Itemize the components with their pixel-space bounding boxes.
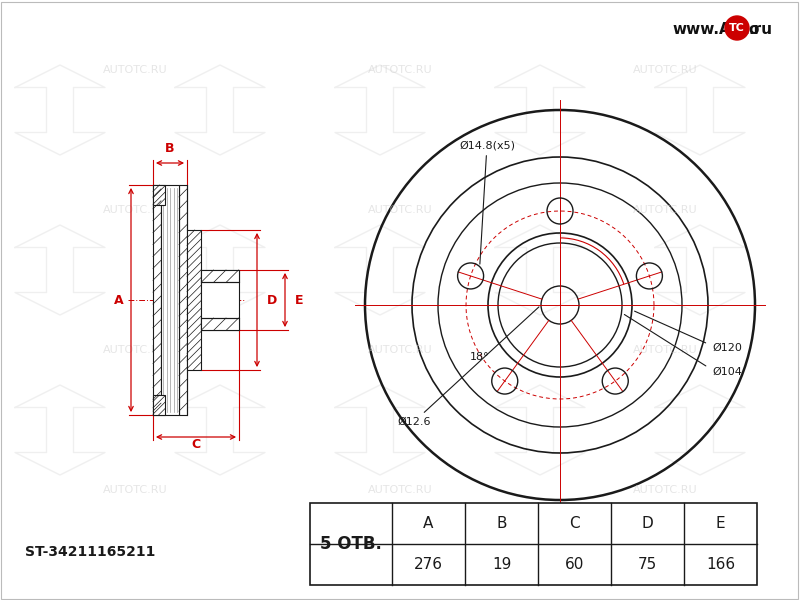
Text: 60: 60 [565, 557, 584, 572]
Bar [153, 395, 165, 415]
Text: AUTOTC.RU: AUTOTC.RU [633, 205, 698, 215]
Text: AUTOTC.RU: AUTOTC.RU [368, 485, 432, 495]
Text: E: E [716, 516, 726, 531]
Text: B: B [496, 516, 506, 531]
Text: D: D [642, 516, 654, 531]
Text: Ø104: Ø104 [712, 366, 742, 376]
Text: D: D [267, 293, 278, 307]
Text: AUTOTC.RU: AUTOTC.RU [102, 345, 167, 355]
Text: AUTOTC.RU: AUTOTC.RU [102, 205, 167, 215]
Text: 19: 19 [492, 557, 511, 572]
Text: www.Auto: www.Auto [672, 22, 759, 37]
Text: 166: 166 [706, 557, 735, 572]
Bar [201, 318, 239, 330]
Bar [201, 270, 239, 282]
Text: TC: TC [729, 23, 745, 33]
Text: 276: 276 [414, 557, 443, 572]
Text: 75: 75 [638, 557, 657, 572]
Text: ST-34211165211: ST-34211165211 [25, 545, 155, 559]
Circle shape [725, 16, 749, 40]
Bar [179, 185, 187, 415]
Text: AUTOTC.RU: AUTOTC.RU [633, 485, 698, 495]
Text: AUTOTC.RU: AUTOTC.RU [368, 65, 432, 75]
Text: .ru: .ru [749, 22, 773, 37]
Text: Ø120: Ø120 [712, 343, 742, 353]
Text: AUTOTC.RU: AUTOTC.RU [368, 345, 432, 355]
Text: AUTOTC.RU: AUTOTC.RU [633, 65, 698, 75]
Bar [187, 230, 201, 370]
Bar [161, 185, 179, 415]
Text: AUTOTC.RU: AUTOTC.RU [633, 345, 698, 355]
Bar [153, 185, 161, 415]
Bar [310, 503, 757, 585]
Text: 5 ОТВ.: 5 ОТВ. [320, 535, 382, 553]
Text: B: B [166, 142, 174, 155]
Text: 18°: 18° [470, 352, 490, 362]
Bar [153, 185, 165, 205]
Bar [201, 270, 239, 330]
Text: C: C [569, 516, 580, 531]
Text: Ø14.8(x5): Ø14.8(x5) [459, 140, 515, 264]
Text: Ø12.6: Ø12.6 [397, 307, 539, 427]
Text: E: E [295, 293, 303, 307]
Text: A: A [114, 293, 124, 307]
Text: AUTOTC.RU: AUTOTC.RU [102, 485, 167, 495]
Text: A: A [423, 516, 434, 531]
Text: AUTOTC.RU: AUTOTC.RU [368, 205, 432, 215]
Text: AUTOTC.RU: AUTOTC.RU [102, 65, 167, 75]
Text: C: C [191, 438, 201, 451]
